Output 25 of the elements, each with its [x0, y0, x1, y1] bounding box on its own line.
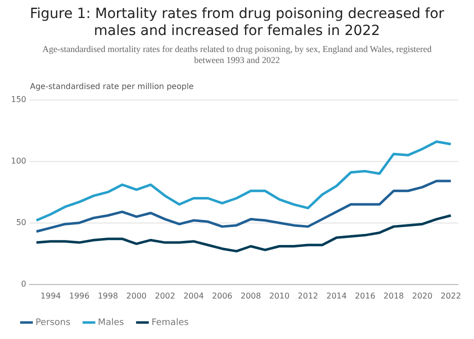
legend-label: Females — [151, 318, 189, 328]
y-tick-label: 100 — [10, 156, 26, 166]
x-tick-label: 2022 — [440, 291, 462, 300]
x-tick-label: 2006 — [212, 291, 232, 300]
y-tick-label: 150 — [10, 94, 26, 104]
chart-subtitle: Age-standardised mortality rates for deaths related to drug poisoning, by sex, England and Wales, registered between 1993 and 2022 — [41, 44, 433, 66]
y-tick-label: 50 — [16, 218, 26, 227]
legend-label: Persons — [36, 318, 71, 328]
x-tick-label: 2012 — [298, 291, 318, 300]
x-tick-label: 2008 — [240, 291, 261, 300]
x-tick-label: 2000 — [126, 291, 147, 300]
legend-label: Males — [98, 318, 124, 328]
x-tick-label: 2002 — [154, 291, 176, 300]
x-tick-label: 1996 — [69, 291, 90, 300]
x-tick-label: 1998 — [98, 291, 118, 300]
x-tick-label: 2014 — [326, 291, 347, 300]
y-axis-title: Age-standardised rate per million people — [30, 82, 195, 92]
chart-title: Figure 1: Mortality rates from drug poisoning decreased for males and increased for females in 2022 — [28, 6, 446, 40]
y-tick-label: 0 — [21, 279, 26, 288]
x-tick-label: 1994 — [40, 291, 61, 300]
x-tick-label: 2020 — [412, 291, 432, 300]
x-tick-label: 2018 — [384, 291, 404, 300]
x-tick-label: 2016 — [354, 291, 376, 300]
x-tick-label: 2004 — [183, 291, 204, 300]
x-tick-label: 2010 — [269, 291, 290, 300]
